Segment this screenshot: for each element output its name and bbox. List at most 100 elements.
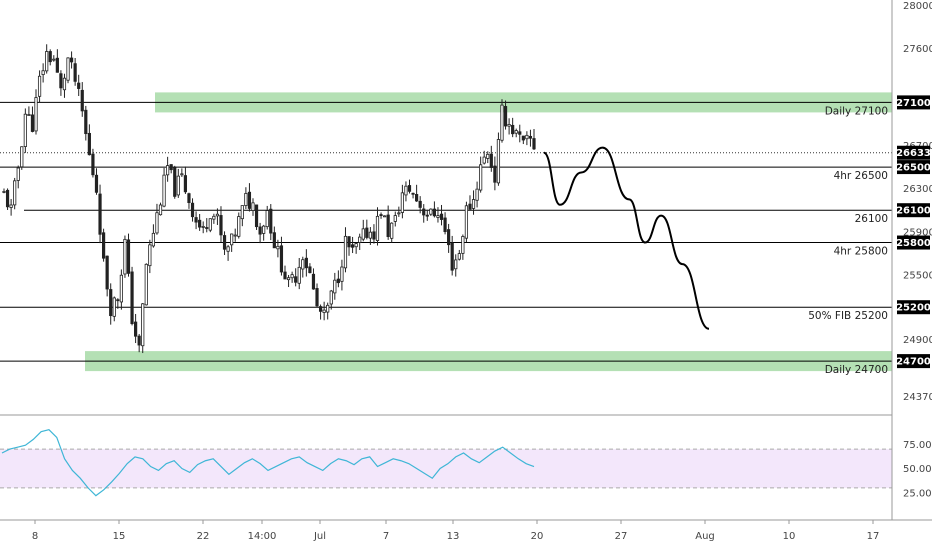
candle-body: [77, 82, 81, 89]
rsi-tick-label: 25.00: [903, 488, 932, 499]
price-tick-label: 25500: [903, 270, 932, 281]
candle-body: [105, 255, 109, 290]
candle-body: [34, 97, 38, 132]
candle-body: [279, 245, 284, 273]
candle-body: [400, 192, 404, 213]
candle-body: [155, 212, 159, 234]
candle-body: [464, 205, 469, 239]
candle-body: [37, 75, 42, 97]
time-tick-label: 22: [197, 531, 210, 542]
price-tag-26500: [897, 160, 930, 175]
candle-body: [375, 215, 380, 241]
candle-body: [439, 213, 444, 220]
price-tag-label-26100: 26100: [896, 206, 931, 217]
candle-body: [496, 139, 501, 184]
candle-body: [173, 167, 177, 197]
last-price-tag: [897, 145, 930, 160]
price-tag-label-25800: 25800: [896, 238, 931, 249]
candle-body: [443, 217, 447, 233]
time-tick-label: 20: [531, 531, 544, 542]
candle-body: [254, 204, 259, 228]
projection-curve: [543, 146, 710, 330]
price-tag-label-25200: 25200: [896, 303, 931, 314]
candle-body: [52, 58, 56, 61]
candle-body: [358, 236, 362, 243]
candle-body: [98, 193, 102, 235]
candle-body: [326, 304, 330, 313]
candle-body: [162, 174, 166, 207]
candle-body: [372, 231, 376, 240]
candle-body: [48, 51, 52, 63]
candle-body: [233, 234, 237, 237]
candle-body: [80, 89, 84, 112]
candle-body: [222, 235, 227, 250]
candle-body: [340, 266, 344, 282]
rsi-tick-label: 75.00: [903, 440, 932, 451]
candle-body: [418, 200, 422, 208]
candle-body: [390, 222, 394, 239]
candle-body: [144, 263, 148, 306]
time-tick-label: 10: [783, 531, 796, 542]
candle-body: [518, 131, 522, 135]
candle-body: [16, 167, 20, 181]
candle-body: [123, 238, 127, 275]
candle-body: [471, 199, 476, 209]
candle-body: [429, 208, 433, 215]
candle-body: [198, 219, 202, 228]
candle-body: [407, 185, 412, 192]
candle-body: [514, 130, 518, 134]
candle-body: [219, 215, 223, 236]
price-tick-label: 27600: [903, 44, 932, 55]
candle-body: [9, 204, 13, 208]
time-tick-label: 13: [447, 531, 460, 542]
candle-body: [208, 218, 212, 231]
candle-body: [230, 233, 234, 246]
time-tick-label: Jul: [313, 531, 326, 542]
time-tick-label: 14:00: [248, 531, 277, 542]
candle-body: [226, 246, 230, 252]
candle-body: [383, 215, 387, 218]
price-tick-label: 26300: [903, 184, 932, 195]
time-tick-label: 17: [867, 531, 880, 542]
price-tick-label: 24900: [903, 335, 932, 346]
candle-body: [62, 77, 67, 91]
time-tick-label: 27: [615, 531, 628, 542]
candle-body: [215, 213, 220, 217]
candle-body: [194, 217, 198, 223]
candle-body: [247, 191, 252, 209]
candle-body: [450, 242, 454, 271]
candle-body: [112, 297, 116, 317]
candle-body: [134, 321, 138, 337]
candle-body: [258, 226, 262, 235]
candle-body: [55, 57, 59, 73]
candle-body: [91, 153, 95, 176]
candle-body: [454, 259, 458, 270]
candle-body: [27, 114, 31, 116]
candle-body: [493, 165, 497, 183]
candle-body: [283, 271, 287, 280]
candle-body: [500, 104, 504, 141]
candle-body: [336, 278, 340, 284]
rsi-line: [1, 429, 535, 497]
candle-body: [525, 134, 529, 140]
candle-body: [158, 204, 163, 216]
candle-body: [119, 274, 123, 303]
price-tick-label: 28000: [903, 1, 932, 12]
candle-body: [475, 188, 479, 201]
candle-body: [532, 138, 536, 150]
candle-body: [286, 277, 291, 281]
candle-body: [343, 235, 348, 269]
candle-body: [116, 299, 120, 302]
candle-body: [425, 214, 429, 217]
price-tag-label-27100: 27100: [896, 98, 931, 109]
candle-body: [20, 146, 24, 168]
time-tick-label: 8: [32, 531, 38, 542]
candle-body: [87, 132, 91, 156]
candle-body: [30, 114, 35, 132]
level-label-25800: 4hr 25800: [834, 246, 888, 258]
candle-body: [329, 290, 333, 305]
candle-body: [151, 232, 155, 247]
candle-body: [109, 289, 113, 317]
candle-body: [69, 57, 74, 63]
